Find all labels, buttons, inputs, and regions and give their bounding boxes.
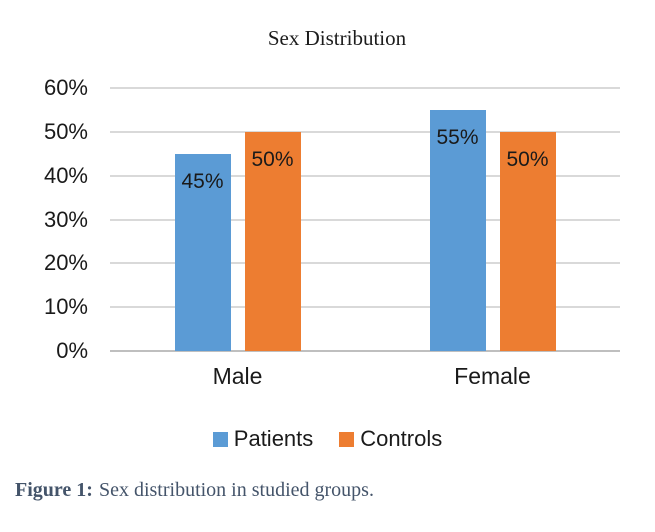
legend-label: Patients — [233, 426, 314, 451]
y-axis-tick-label: 60% — [43, 75, 88, 100]
bar-controls-female: 50% — [499, 131, 556, 351]
bar-data-label: 55% — [436, 125, 479, 149]
gridline — [110, 262, 620, 265]
legend-item-controls: Controls — [339, 425, 442, 453]
bar-controls-male: 50% — [244, 131, 301, 351]
gridline — [110, 87, 620, 89]
bar-data-label: 50% — [251, 147, 294, 171]
plot-area: 45% 50% 55% 50% — [110, 87, 620, 352]
bar-data-label: 50% — [506, 147, 549, 171]
y-axis-tick-label: 40% — [43, 162, 88, 188]
figure-caption-text: Sex distribution in studied groups. — [98, 479, 374, 501]
y-axis-tick-label: 30% — [43, 206, 88, 232]
x-axis-category-label: Male — [212, 363, 263, 389]
bar-data-label: 45% — [181, 169, 224, 193]
legend-swatch-controls — [339, 431, 355, 447]
chart-legend: Patients Controls — [0, 425, 655, 453]
x-axis-line — [110, 350, 620, 352]
bar-patients-male: 45% — [174, 153, 231, 351]
y-axis-tick-label: 20% — [43, 250, 88, 276]
bar-patients-female: 55% — [429, 109, 486, 351]
gridline — [110, 130, 620, 133]
gridline — [110, 174, 620, 177]
y-axis-tick-label: 10% — [43, 294, 88, 320]
legend-swatch-patients — [212, 431, 228, 447]
gridline — [110, 218, 620, 221]
x-axis-category-label: Female — [454, 363, 531, 389]
chart-title: Sex Distribution — [267, 26, 407, 50]
y-axis-tick-label: 0% — [56, 338, 88, 363]
legend-label: Controls — [360, 426, 443, 451]
figure-caption-label: Figure 1: — [15, 479, 93, 501]
legend-item-patients: Patients — [212, 425, 314, 453]
figure-caption: Figure 1: Sex distribution in studied gro… — [15, 477, 645, 504]
gridline — [110, 306, 620, 309]
y-axis-tick-label: 50% — [43, 118, 88, 144]
